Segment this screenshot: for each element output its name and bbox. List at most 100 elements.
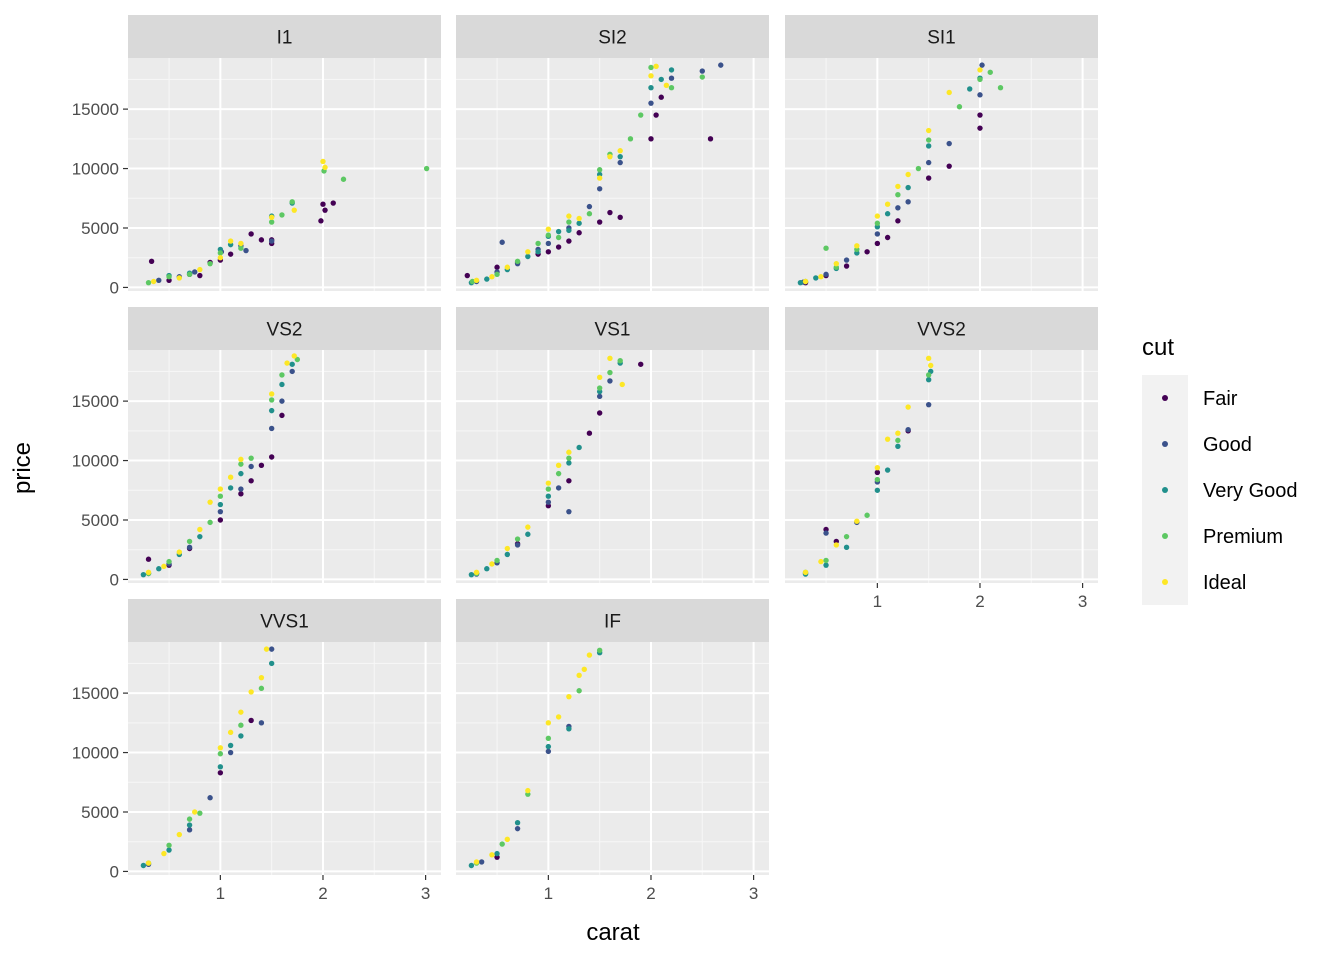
data-point (238, 733, 244, 739)
data-point (545, 240, 552, 247)
data-point (197, 810, 203, 816)
data-point (658, 76, 664, 83)
y-tick-label: 15000 (72, 684, 119, 703)
data-point (468, 862, 475, 869)
data-point (905, 199, 911, 205)
data-point (843, 533, 850, 540)
data-point (823, 557, 829, 564)
data-point (504, 264, 511, 270)
data-point (227, 749, 234, 756)
data-point (874, 231, 881, 237)
data-point (514, 819, 521, 826)
data-point (925, 401, 932, 408)
data-point (977, 67, 983, 73)
data-point (802, 569, 809, 576)
facet-strip-label: I1 (277, 28, 293, 49)
data-point (596, 647, 603, 654)
y-tick-label: 15000 (72, 392, 119, 411)
data-point (946, 89, 952, 96)
facet-strip-label: SI2 (598, 28, 627, 49)
data-point (707, 136, 714, 142)
data-point (489, 561, 495, 567)
data-point (596, 219, 603, 225)
panel-background (785, 350, 1098, 583)
data-point (238, 491, 244, 497)
data-point (499, 841, 505, 847)
data-point (874, 476, 881, 483)
data-point (905, 171, 911, 178)
facet-panel: IF 1 2 3 (456, 599, 769, 903)
data-point (638, 361, 644, 367)
facet-panel: VS2 0 5000 10000 15000 (72, 307, 441, 589)
data-point (596, 374, 603, 381)
x-tick-label: 3 (1078, 592, 1087, 611)
data-point (925, 175, 932, 181)
data-point (617, 153, 623, 160)
data-point (248, 478, 254, 484)
data-point (489, 852, 495, 858)
data-point (484, 566, 490, 572)
data-point (423, 165, 430, 172)
data-point (905, 426, 911, 433)
data-point (884, 211, 891, 217)
data-point (268, 425, 275, 432)
data-point (545, 743, 552, 750)
facet-strip (785, 15, 1098, 58)
data-point (648, 136, 654, 142)
data-point (197, 266, 203, 273)
data-point (258, 685, 265, 692)
data-point (494, 850, 500, 857)
data-point (925, 377, 932, 383)
data-point (638, 112, 644, 118)
data-point (186, 816, 193, 822)
x-axis-title: carat (586, 919, 640, 946)
data-point (619, 381, 625, 388)
data-point (279, 412, 285, 419)
data-point (977, 76, 983, 83)
data-point (648, 100, 654, 106)
data-point (217, 764, 224, 770)
y-axis-title: price (9, 442, 36, 494)
data-point (504, 551, 511, 558)
y-tick-label: 5000 (81, 219, 119, 238)
data-point (874, 464, 881, 471)
data-point (145, 569, 152, 576)
data-point (238, 456, 244, 463)
data-point (555, 462, 562, 469)
data-point (925, 355, 932, 362)
data-point (258, 462, 265, 469)
data-point (607, 378, 613, 384)
data-point (823, 271, 829, 278)
data-point (514, 258, 521, 264)
data-point (607, 209, 613, 216)
data-point (469, 278, 476, 285)
data-point (145, 556, 152, 562)
panel-background (456, 350, 769, 583)
data-point (217, 486, 224, 492)
data-point (227, 729, 234, 736)
data-point (258, 720, 265, 726)
data-point (248, 717, 254, 724)
data-point (843, 257, 850, 263)
data-point (166, 274, 172, 280)
data-point (596, 393, 603, 400)
data-point (843, 263, 850, 269)
data-point (227, 742, 234, 749)
data-point (699, 68, 705, 74)
data-point (268, 646, 275, 652)
data-point (895, 205, 901, 211)
data-point (884, 436, 891, 442)
facet-strip (785, 307, 1098, 350)
data-point (576, 444, 582, 451)
data-point (607, 153, 613, 160)
data-point (227, 251, 234, 257)
data-point (238, 709, 244, 715)
data-point (607, 355, 613, 362)
data-point (617, 214, 623, 220)
facet-panel: SI2 (456, 15, 769, 291)
data-point (997, 85, 1004, 91)
data-point (150, 278, 157, 285)
data-point (566, 508, 572, 515)
